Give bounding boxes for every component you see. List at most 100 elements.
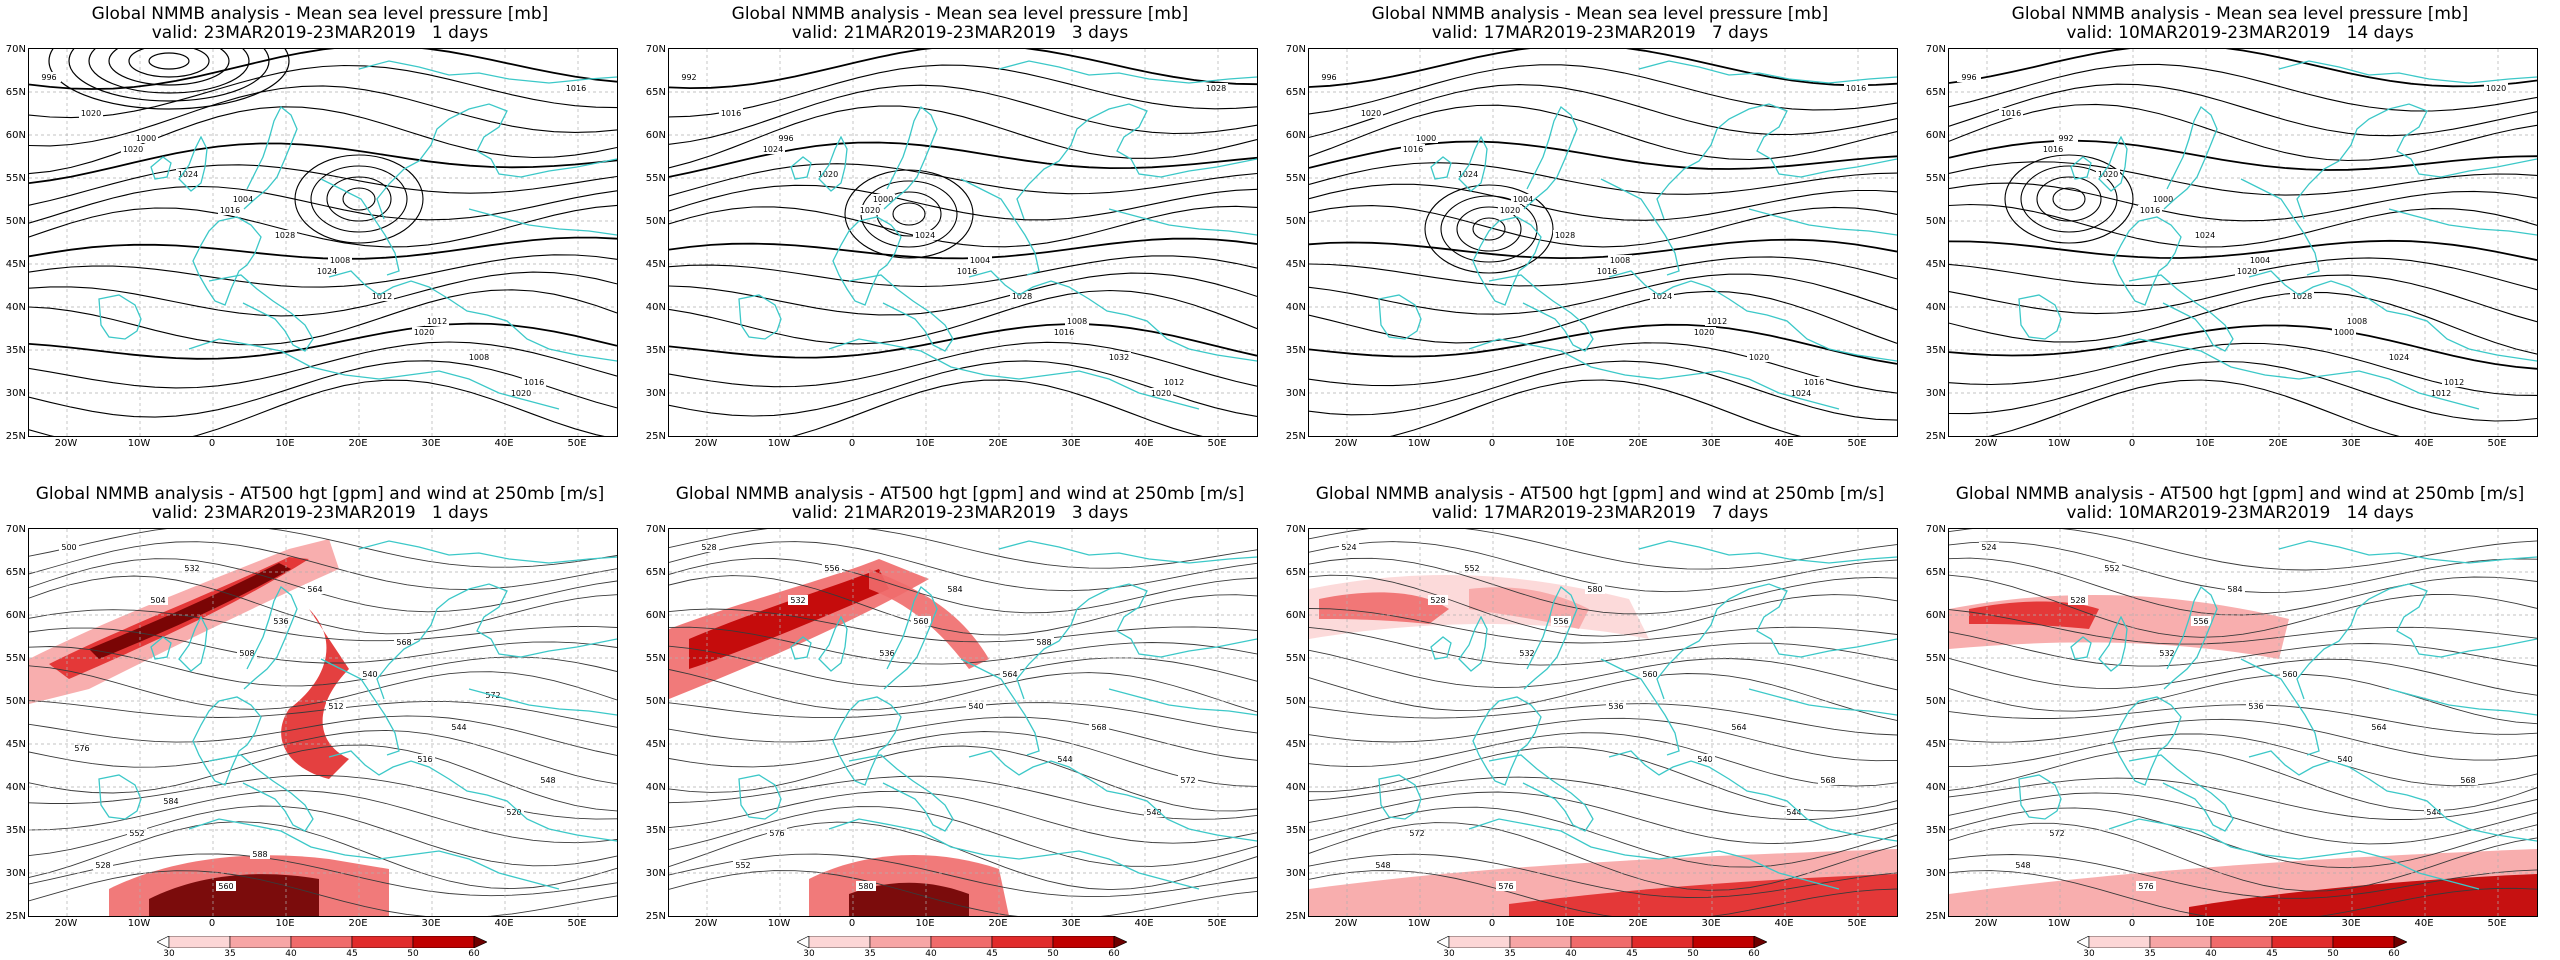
y-tick-label: 50N — [5, 216, 26, 227]
y-tick-label: 55N — [5, 173, 26, 184]
coastline — [2108, 818, 2480, 890]
y-tick-label: 60N — [1925, 130, 1946, 141]
coastline — [2163, 105, 2218, 210]
coastline — [1458, 615, 1488, 672]
geopotential-contour — [1309, 529, 1897, 570]
isobar-line — [1949, 324, 2537, 370]
colorbar-label: 30 — [803, 949, 815, 959]
x-tick-label: 20E — [2268, 918, 2288, 929]
geopotential-contour — [29, 558, 617, 613]
coastline — [2296, 103, 2537, 220]
svg-text:540: 540 — [2337, 755, 2352, 764]
colorbar-max-arrow — [1113, 936, 1127, 948]
isobar-label: 1012 — [2442, 377, 2466, 387]
isobar-line — [669, 237, 1257, 260]
contour-label: 528 — [2068, 595, 2088, 605]
svg-text:588: 588 — [252, 850, 267, 859]
svg-text:1016: 1016 — [721, 109, 741, 118]
contour-label: 552 — [1462, 563, 1482, 573]
x-tick-label: 40E — [2414, 918, 2434, 929]
coastline — [2018, 774, 2062, 820]
low-centre-contour — [68, 49, 270, 102]
coastline — [468, 688, 617, 716]
coastline — [178, 135, 208, 192]
colorbar-label: 60 — [468, 949, 480, 959]
coastline — [1600, 178, 1680, 276]
coastline — [848, 274, 954, 352]
svg-text:524: 524 — [1341, 543, 1356, 552]
isobar-label: 1000 — [1414, 133, 1438, 143]
geopotential-contour — [1949, 704, 2537, 735]
contour-label: 544 — [449, 722, 469, 732]
colorbar-label: 45 — [1626, 949, 1638, 959]
svg-text:1016: 1016 — [2001, 109, 2021, 118]
isobar-label: 1024 — [1456, 169, 1480, 179]
isobar-line — [669, 84, 1257, 145]
isobar-line — [1309, 256, 1897, 287]
isobar-label: 1012 — [370, 291, 394, 301]
isobar-line — [669, 272, 1257, 316]
colorbar-swatch — [930, 936, 993, 948]
svg-text:1024: 1024 — [178, 170, 198, 179]
svg-text:528: 528 — [701, 543, 716, 552]
svg-text:536: 536 — [879, 649, 894, 658]
isobar-line — [29, 204, 617, 248]
x-tick-label: 40E — [1134, 438, 1154, 449]
x-tick-label: 10W — [127, 918, 151, 929]
pressure-centre-contour — [1472, 217, 1506, 241]
coastline — [2240, 658, 2320, 756]
low-centre-contour — [128, 49, 210, 78]
svg-text:1016: 1016 — [1403, 145, 1423, 154]
coastline — [1638, 60, 1897, 84]
svg-text:1016: 1016 — [1597, 267, 1617, 276]
colorbar-label: 50 — [2327, 949, 2339, 959]
isobar-line — [1309, 49, 1897, 88]
svg-text:524: 524 — [1981, 543, 1996, 552]
coastline — [738, 774, 782, 820]
coastline — [208, 754, 314, 832]
isobar-line — [1309, 342, 1897, 394]
colorbar-label: 60 — [1748, 949, 1760, 959]
panel-title: Global NMMB analysis - AT500 hgt [gpm] a… — [675, 484, 1245, 504]
y-tick-label: 50N — [1925, 216, 1946, 227]
coastline — [1523, 105, 1578, 210]
x-tick-label: 20W — [54, 438, 78, 449]
geopotential-contour — [29, 790, 617, 844]
coastline — [790, 156, 812, 180]
pressure-centre-contour — [294, 154, 424, 244]
low-centre-contour — [88, 49, 250, 94]
x-tick-label: 40E — [1134, 918, 1154, 929]
svg-text:1016: 1016 — [524, 378, 544, 387]
svg-text:576: 576 — [1498, 882, 1513, 891]
svg-text:992: 992 — [2058, 134, 2073, 143]
x-tick-label: 10E — [275, 438, 295, 449]
svg-text:1028: 1028 — [275, 231, 295, 240]
svg-text:1024: 1024 — [763, 145, 783, 154]
svg-text:1020: 1020 — [81, 109, 101, 118]
coastline — [328, 270, 617, 362]
coastline — [150, 636, 172, 660]
coastline — [2278, 60, 2537, 84]
y-tick-label: 35N — [1285, 825, 1306, 836]
isobar-label: 1024 — [1789, 388, 1813, 398]
svg-text:568: 568 — [1820, 776, 1835, 785]
isobar-label: 1016 — [2138, 205, 2162, 215]
contour-label: 544 — [1784, 807, 1804, 817]
contour-label: 576 — [2136, 881, 2156, 891]
geopotential-contour — [1309, 870, 1897, 916]
contour-label: 584 — [161, 796, 181, 806]
svg-text:552: 552 — [735, 861, 750, 870]
isobar-label: 1008 — [328, 255, 352, 265]
isobar-line — [29, 254, 617, 288]
colorbar-label: 35 — [864, 949, 876, 959]
colorbar-label: 35 — [224, 949, 236, 959]
isobar-line — [669, 289, 1257, 345]
y-tick-label: 50N — [1285, 216, 1306, 227]
svg-text:1016: 1016 — [957, 267, 977, 276]
svg-text:1028: 1028 — [2292, 292, 2312, 301]
svg-text:1020: 1020 — [511, 389, 531, 398]
coastline — [828, 818, 1200, 890]
coastline — [2112, 216, 2182, 306]
x-tick-label: 20W — [1334, 918, 1358, 929]
contour-label: 568 — [394, 637, 414, 647]
